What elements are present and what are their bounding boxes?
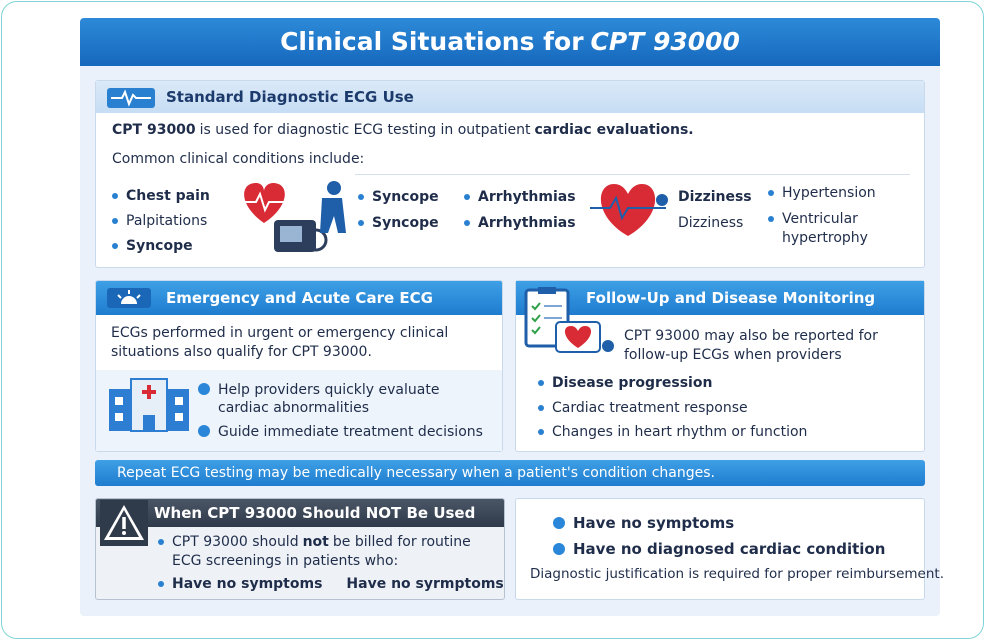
- condition: Syncope: [112, 234, 210, 259]
- text-part: be billed for routine ECG screenings in …: [172, 534, 471, 569]
- followup-bullets: Disease progression Cardiac treatment re…: [538, 371, 807, 445]
- standard-intro: CPT 93000 is used for diagnostic ECG test…: [112, 121, 912, 140]
- standard-header: Standard Diagnostic ECG Use: [96, 81, 924, 113]
- condition: Hypertension: [768, 184, 908, 203]
- intro-emphasis: cardiac evaluations.: [534, 122, 694, 138]
- bullet-text: Guide immediate treatment decisions: [218, 424, 483, 440]
- condition: Syncope: [358, 184, 439, 210]
- criteria-note: Diagnostic justification is required for…: [530, 566, 944, 582]
- bullet-text: Help providers quickly evaluate cardiac …: [218, 382, 440, 416]
- banner: Repeat ECG testing may be medically nece…: [95, 460, 925, 486]
- col-5: Hypertension Ventricular hypertrophy: [768, 184, 908, 248]
- condition-text: Ventricular hypertrophy: [782, 211, 868, 246]
- condition: Arrhythmias: [464, 184, 576, 210]
- bullet: Disease progression: [538, 371, 807, 396]
- heart-illustration: [590, 184, 668, 236]
- condition: Palpitations: [112, 209, 210, 234]
- col-3: Arrhythmias Arrhythmias: [464, 184, 576, 236]
- not-used-text: CPT 93000 should not be billed for routine…: [158, 533, 488, 571]
- condition: Dizziness: [678, 215, 744, 231]
- text: CPT 93000 should not be billed for routine…: [172, 533, 488, 571]
- warning-icon: [100, 500, 148, 546]
- bullet: Help providers quickly evaluate cardiac …: [198, 381, 488, 417]
- emergency-header: Emergency and Acute Care ECG: [96, 281, 502, 315]
- col-1: Chest pain Palpitations Syncope: [112, 184, 210, 259]
- emergency-bullets: Help providers quickly evaluate cardiac …: [198, 381, 488, 441]
- standard-lead: Common clinical conditions include:: [112, 151, 365, 167]
- bullet: Changes in heart rhythm or function: [538, 420, 807, 445]
- divider: [355, 174, 910, 175]
- emergency-text: ECGs performed in urgent or emergency cl…: [111, 325, 449, 360]
- bullet: Cardiac treatment response: [538, 396, 807, 421]
- title-emphasis: CPT 93000: [590, 27, 740, 56]
- col-4: Dizziness Dizziness: [678, 184, 752, 236]
- not-used-header: When CPT 93000 Should NOT Be Used: [96, 499, 504, 527]
- heart-patient-illustration: [244, 181, 346, 252]
- condition: Ventricular hypertrophy: [768, 210, 908, 248]
- intro-text: is used for diagnostic ECG testing in ou…: [199, 122, 531, 138]
- criteria-bullets: Have no symptoms Have no diagnosed cardi…: [553, 510, 885, 562]
- hospital-icon: [109, 378, 189, 432]
- bullet: Guide immediate treatment decisions: [198, 423, 488, 441]
- condition: Arrhythmias: [464, 210, 576, 236]
- ecg-icon: [107, 88, 155, 108]
- followup-text: CPT 93000 may also be reported for follo…: [624, 328, 878, 363]
- clipboard-icon: [524, 287, 614, 353]
- text-part: CPT 93000 should: [172, 534, 299, 550]
- condition: Dizziness: [678, 189, 752, 205]
- followup-header: Follow-Up and Disease Monitoring: [516, 281, 924, 315]
- bullet: Have no syrmptoms: [346, 576, 504, 592]
- intro-code: CPT 93000: [112, 122, 196, 138]
- alarm-icon: [107, 288, 151, 308]
- not-used-bullets: Have no symptoms Have no syrmptoms: [158, 575, 504, 594]
- bullet: Have no symptoms: [158, 576, 322, 592]
- text-emphasis: not: [302, 534, 329, 550]
- condition: Syncope: [358, 210, 439, 236]
- condition: Chest pain: [112, 184, 210, 209]
- title-bar: Clinical Situations for CPT 93000: [80, 18, 940, 66]
- bullet: Have no symptoms: [553, 510, 885, 536]
- bullet: Have no diagnosed cardiac condition: [553, 536, 885, 562]
- title: Clinical Situations for: [280, 27, 584, 56]
- col-2: Syncope Syncope: [358, 184, 439, 236]
